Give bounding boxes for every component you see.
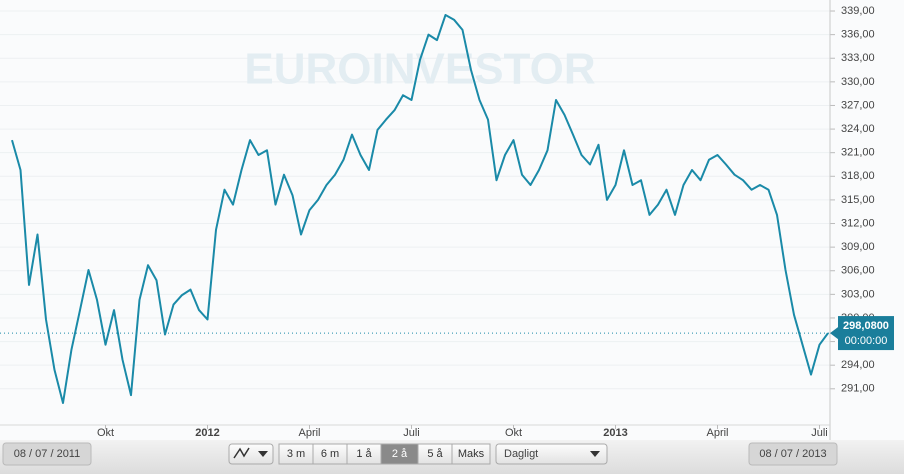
period-label: 1 å	[356, 448, 372, 460]
interval-dropdown[interactable]	[495, 443, 608, 465]
y-tick-label: 309,00	[841, 241, 875, 253]
y-tick-label: 303,00	[841, 288, 875, 300]
price-line	[11, 14, 829, 404]
x-tick-label: Juli	[811, 427, 828, 439]
line-icon	[233, 447, 250, 459]
last-price-pointer	[830, 327, 838, 340]
dropdown-arrow	[258, 451, 268, 457]
end-date: 08 / 07 / 2013	[759, 448, 826, 460]
x-tick-label: Okt	[505, 427, 522, 439]
dropdown-arrow	[590, 451, 600, 457]
last-price-time: 00:00:00	[845, 335, 888, 347]
period-label: 5 å	[427, 448, 443, 460]
y-tick-label: 339,00	[841, 5, 875, 17]
y-tick-label: 336,00	[841, 29, 875, 41]
y-tick-label: 324,00	[841, 123, 875, 135]
x-tick-label: April	[298, 427, 320, 439]
y-tick-label: 312,00	[841, 217, 875, 229]
y-tick-label: 333,00	[841, 52, 875, 64]
y-tick-label: 318,00	[841, 170, 875, 182]
y-tick-label: 321,00	[841, 147, 875, 159]
last-price-box	[838, 316, 894, 351]
start-date-box[interactable]	[2, 442, 92, 466]
y-tick-label: 327,00	[841, 99, 875, 111]
x-tick-label: April	[706, 427, 728, 439]
x-tick-label: 2013	[603, 427, 627, 439]
y-tick-label: 306,00	[841, 265, 875, 277]
y-tick-label: 294,00	[841, 359, 875, 371]
period-label: Maks	[458, 448, 485, 460]
period-button[interactable]	[451, 443, 491, 465]
y-tick-label: 291,00	[841, 383, 875, 395]
period-label: 2 å	[392, 448, 408, 460]
period-label: 6 m	[321, 448, 339, 460]
x-tick-label: 2012	[195, 427, 219, 439]
chart-type-button[interactable]	[228, 443, 274, 465]
y-tick-label: 330,00	[841, 76, 875, 88]
end-date-box[interactable]	[748, 442, 838, 466]
watermark: EUROINVESTOR	[244, 45, 595, 94]
last-price-label: 298,0800	[843, 320, 889, 332]
period-label: 3 m	[287, 448, 305, 460]
x-tick-label: Okt	[97, 427, 114, 439]
y-tick-label: 315,00	[841, 194, 875, 206]
start-date: 08 / 07 / 2011	[14, 448, 80, 460]
interval-label: Dagligt	[504, 448, 538, 460]
x-tick-label: Juli	[403, 427, 420, 439]
